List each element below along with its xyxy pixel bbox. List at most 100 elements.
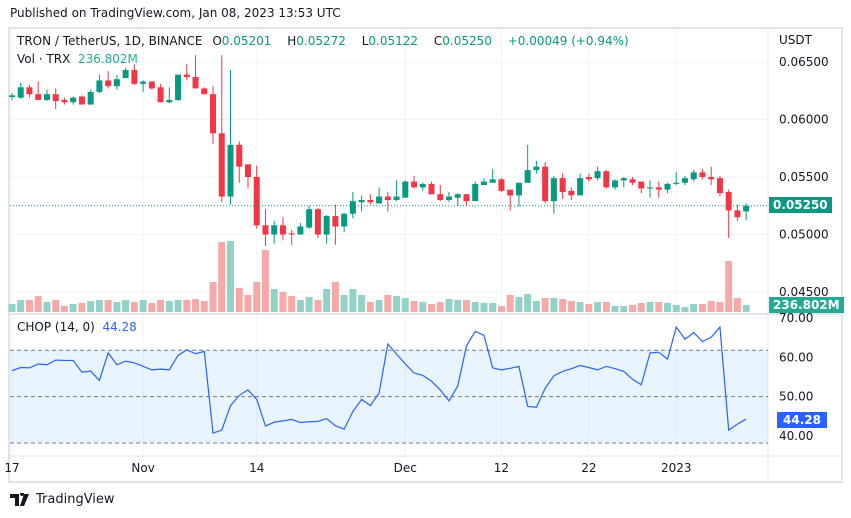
- volume-bar: [454, 300, 462, 312]
- candle: [454, 193, 461, 206]
- candle-body: [577, 178, 584, 196]
- candle: [358, 195, 365, 212]
- volume-bar: [629, 305, 637, 312]
- volume-bar: [60, 306, 68, 312]
- volume-bar: [366, 302, 374, 312]
- volume-bar: [716, 302, 724, 312]
- candle: [428, 181, 435, 195]
- candle-body: [157, 87, 164, 103]
- volume-label[interactable]: Vol · TRX: [17, 52, 71, 66]
- candle: [681, 175, 688, 186]
- candle-body: [148, 81, 155, 89]
- candle-body: [402, 181, 409, 198]
- volume-bar: [664, 303, 671, 312]
- candle: [35, 81, 42, 100]
- candle: [323, 214, 330, 244]
- tradingview-logo-icon: [10, 492, 29, 506]
- volume-bar: [288, 296, 296, 312]
- volume-bar: [340, 295, 348, 312]
- volume-bar: [620, 306, 628, 312]
- volume-bar: [681, 307, 689, 312]
- candle-body: [113, 79, 120, 87]
- candle-body: [201, 88, 208, 95]
- volume-bar: [515, 297, 523, 312]
- candle: [734, 204, 741, 221]
- candle: [594, 166, 601, 181]
- volume-bar: [139, 300, 147, 312]
- time-axis-label: 12: [494, 461, 509, 475]
- volume-bar: [261, 250, 269, 312]
- candle-body: [332, 216, 339, 227]
- candle: [26, 85, 33, 98]
- candle: [515, 182, 522, 207]
- volume-bar: [314, 300, 322, 312]
- candle: [507, 189, 514, 211]
- candle: [376, 187, 383, 204]
- candle-body: [227, 144, 234, 197]
- candle-body: [9, 95, 15, 98]
- candle-body: [183, 74, 190, 77]
- volume-bar: [104, 300, 112, 312]
- candle-body: [638, 181, 645, 189]
- candle-body: [655, 187, 662, 190]
- volume-bar: [524, 294, 532, 312]
- candle: [297, 223, 304, 235]
- volume-bar: [393, 296, 401, 312]
- candle-body: [524, 170, 531, 183]
- volume-bar: [410, 301, 418, 312]
- tradingview-logo[interactable]: TradingView: [10, 492, 115, 507]
- candle-body: [244, 164, 251, 177]
- volume-bar: [17, 300, 25, 312]
- volume-bar: [200, 301, 208, 312]
- volume-bar: [349, 289, 357, 312]
- time-axis-label: Dec: [394, 461, 417, 475]
- volume-bar: [209, 282, 217, 312]
- candle-body: [61, 99, 68, 103]
- volume-bar: [567, 301, 575, 312]
- candle: [218, 55, 225, 203]
- volume-bar: [576, 302, 584, 312]
- chop-tick-label: 50.00: [779, 390, 813, 404]
- candle-body: [271, 225, 278, 235]
- symbol-name[interactable]: TRON / TetherUS, 1D, BINANCE: [17, 34, 203, 48]
- volume-bar: [43, 302, 51, 312]
- volume-bar: [95, 300, 103, 312]
- volume-bar: [270, 289, 278, 312]
- last-price-tag: 0.05250: [769, 197, 832, 213]
- candle: [568, 187, 575, 200]
- low-value: 0.05122: [368, 34, 419, 48]
- candle-body: [603, 171, 610, 188]
- volume-bar: [672, 305, 680, 312]
- candle-body: [542, 166, 549, 202]
- chop-label[interactable]: CHOP (14, 0): [17, 320, 95, 334]
- volume-bar: [428, 304, 436, 312]
- volume-bar: [227, 241, 234, 312]
- candle: [341, 212, 348, 233]
- candle: [419, 182, 426, 191]
- candle-body: [288, 233, 295, 235]
- volume-bar: [25, 300, 33, 312]
- candle: [236, 141, 243, 183]
- candle: [70, 96, 77, 105]
- candle: [402, 180, 409, 198]
- candle: [673, 172, 680, 186]
- volume-bar: [698, 304, 706, 312]
- currency-label: USDT: [779, 33, 812, 47]
- volume-tag: 236.802M: [769, 297, 844, 313]
- candle-body: [70, 97, 77, 103]
- candle-body: [78, 96, 85, 105]
- candle-body: [437, 194, 444, 200]
- candle-body: [166, 99, 173, 103]
- candle: [349, 191, 356, 219]
- candle-body: [192, 76, 199, 89]
- candle-body: [306, 209, 313, 228]
- volume-bar: [192, 299, 200, 312]
- volume-bar: [69, 304, 77, 312]
- candle: [498, 178, 505, 192]
- candle-body: [236, 144, 243, 167]
- symbol-legend: TRON / TetherUS, 1D, BINANCE O0.05201 H0…: [17, 34, 635, 48]
- candle-body: [489, 179, 496, 183]
- candle: [393, 180, 400, 202]
- candle-body: [175, 74, 182, 100]
